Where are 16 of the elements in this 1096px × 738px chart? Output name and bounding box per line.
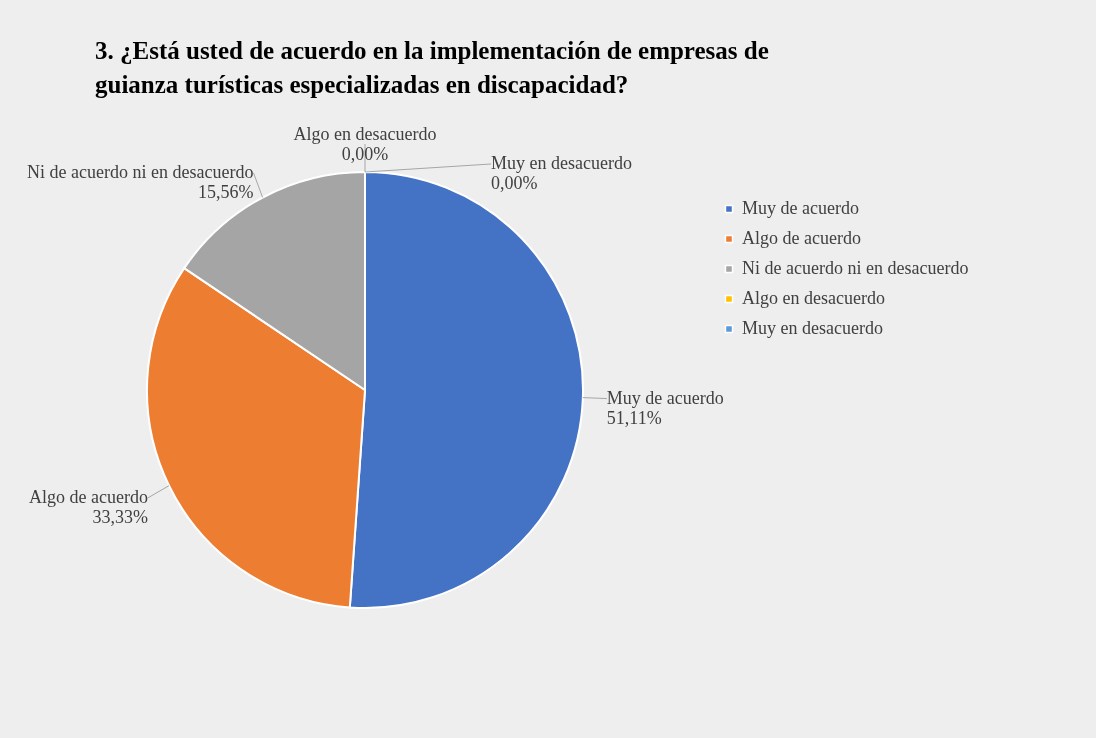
legend-label: Ni de acuerdo ni en desacuerdo <box>742 258 969 278</box>
category-label: Muy en desacuerdo <box>491 153 632 173</box>
slice-label: Muy de acuerdo <box>606 387 724 408</box>
slice-label: Algo de acuerdo <box>28 486 148 507</box>
text: 0,00% <box>491 173 538 193</box>
text: 0,00% <box>341 144 389 164</box>
slice-label: Ni de acuerdo ni en desacuerdo <box>27 161 254 182</box>
chart-title: 3. ¿Está usted de acuerdo en la implementación de empresas de guianza turísticas especializadas en discapacidad? <box>95 37 769 98</box>
legend-label: Muy en desacuerdo <box>742 318 883 338</box>
legend-label: Algo en desacuerdo <box>742 288 885 308</box>
legend-label: Muy de acuerdo <box>742 198 859 218</box>
data-label: 51,11% <box>606 407 662 428</box>
legend-label: Algo de acuerdo <box>742 228 861 248</box>
data-label: 33,33% <box>92 506 148 527</box>
category-label: Algo en desacuerdo <box>293 124 437 144</box>
data-label: 15,56% <box>197 181 254 202</box>
